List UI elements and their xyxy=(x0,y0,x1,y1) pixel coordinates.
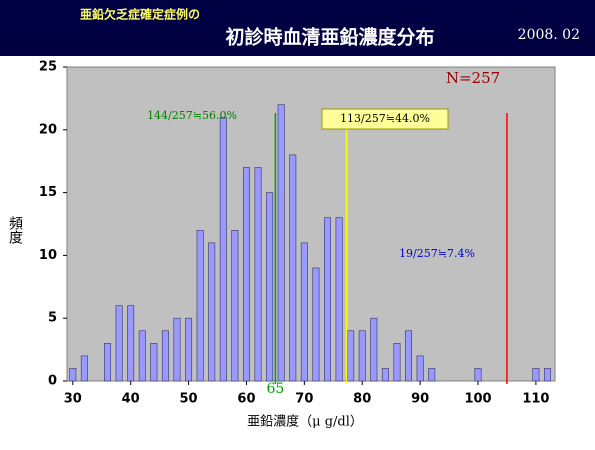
bar xyxy=(208,242,216,382)
y-tick-label: 20 xyxy=(39,122,57,137)
annotation: N=257 xyxy=(446,69,500,87)
bar xyxy=(393,343,401,382)
annotation: 19/257≒7.4% xyxy=(399,247,475,260)
bar xyxy=(347,330,355,382)
bar xyxy=(150,343,158,382)
bar xyxy=(324,217,331,382)
bar xyxy=(335,217,343,382)
bar xyxy=(405,330,413,382)
y-tick-label: 25 xyxy=(39,60,57,75)
bar xyxy=(104,343,112,382)
annotation-box xyxy=(321,108,449,130)
bar xyxy=(543,368,551,382)
x-tick-label: 40 xyxy=(122,392,140,407)
y-axis-label: 頻度 xyxy=(7,216,23,244)
bar xyxy=(266,192,274,382)
y-tick-label: 0 xyxy=(48,374,57,389)
bar xyxy=(428,368,436,382)
bar xyxy=(219,116,227,382)
bar xyxy=(474,368,482,382)
bar xyxy=(381,368,389,382)
x-tick-label: 100 xyxy=(464,392,491,407)
bar xyxy=(173,317,181,382)
x-tick-label: 70 xyxy=(295,392,313,407)
y-tick-label: 15 xyxy=(39,185,57,200)
x-tick-label: 110 xyxy=(522,392,549,407)
bar xyxy=(532,368,540,382)
x-tick-label: 30 xyxy=(64,392,82,407)
bar xyxy=(416,355,424,382)
x-axis-label: 亜鉛濃度（μ g/dl） xyxy=(247,414,363,430)
x-tick-label: 60 xyxy=(237,392,255,407)
chart-title: 初診時血清亜鉛濃度分布 xyxy=(225,26,434,49)
annotation: 144/257≒56.0% xyxy=(147,109,237,122)
bar xyxy=(254,167,262,382)
bar xyxy=(138,330,146,382)
bar xyxy=(161,330,169,382)
y-tick-label: 5 xyxy=(48,311,57,326)
bar xyxy=(358,330,366,382)
bar xyxy=(127,305,135,382)
reference-label: 65 xyxy=(266,381,284,397)
date: 2008. 02 xyxy=(518,27,580,43)
bar xyxy=(277,104,285,382)
bar xyxy=(69,368,77,382)
bar xyxy=(370,317,378,382)
plot-area xyxy=(66,66,556,382)
bar xyxy=(312,267,320,382)
subtitle: 亜鉛欠乏症確定症例の xyxy=(80,7,200,22)
bar xyxy=(80,355,88,382)
x-tick-label: 80 xyxy=(353,392,371,407)
x-tick-label: 90 xyxy=(411,392,429,407)
bar xyxy=(231,229,239,382)
bar xyxy=(300,242,308,382)
bar xyxy=(115,305,123,382)
x-tick-label: 50 xyxy=(180,392,198,407)
bar xyxy=(196,229,204,382)
bar xyxy=(289,154,297,382)
bar xyxy=(185,317,193,382)
y-tick-label: 10 xyxy=(39,248,57,263)
annotation: 113/257≒44.0% xyxy=(340,112,430,125)
bar xyxy=(242,167,250,382)
